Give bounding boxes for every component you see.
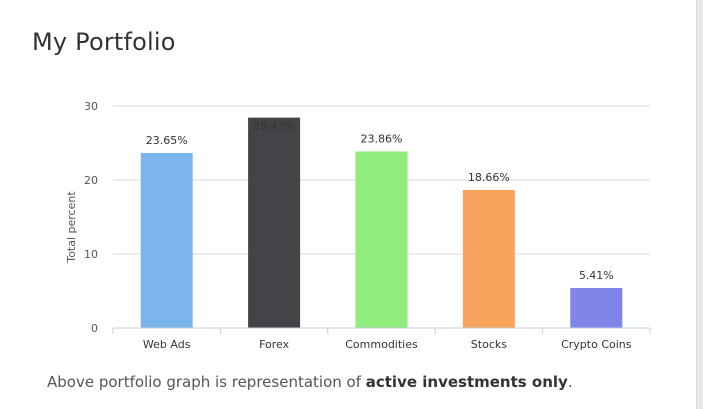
y-tick-label: 30 bbox=[84, 100, 98, 113]
portfolio-note: Above portfolio graph is representation … bbox=[47, 373, 573, 391]
data-label: 5.41% bbox=[579, 269, 614, 282]
note-text: Above portfolio graph is representation … bbox=[47, 373, 366, 391]
bar-web-ads[interactable] bbox=[140, 152, 193, 328]
note-period: . bbox=[567, 373, 573, 391]
portfolio-bar-chart: 23.65% 28.43% 23.86% 18.66% 5.41% 0 10 20 30 Tot… bbox=[65, 100, 651, 351]
y-tick-label: 10 bbox=[84, 248, 98, 261]
x-tick-label: Stocks bbox=[471, 338, 507, 351]
bar-commodities[interactable] bbox=[355, 151, 408, 328]
x-tick-label: Forex bbox=[259, 338, 290, 351]
bar-stocks[interactable] bbox=[462, 189, 515, 328]
note-emphasis: active investments only bbox=[365, 373, 568, 391]
data-label: 23.86% bbox=[361, 132, 403, 145]
x-tick-label: Crypto Coins bbox=[561, 338, 632, 351]
y-tick-label: 0 bbox=[91, 322, 98, 335]
data-label: 28.43% bbox=[253, 120, 295, 133]
bar-crypto-coins[interactable] bbox=[570, 287, 623, 328]
x-tick-label: Commodities bbox=[345, 338, 418, 351]
data-label: 23.65% bbox=[146, 134, 188, 147]
bar-forex[interactable] bbox=[248, 117, 301, 328]
data-label: 18.66% bbox=[468, 171, 510, 184]
card-title: My Portfolio bbox=[32, 28, 176, 56]
x-tick-label: Web Ads bbox=[143, 338, 191, 351]
y-tick-label: 20 bbox=[84, 174, 98, 187]
y-axis-title: Total percent bbox=[65, 191, 78, 264]
